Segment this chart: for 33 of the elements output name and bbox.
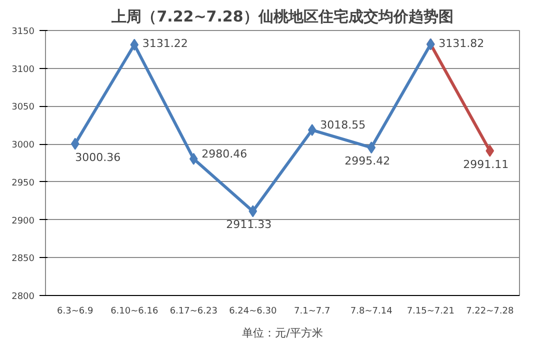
x-tick-label: 6.17~6.23 (170, 306, 218, 316)
y-tick-label: 3150 (12, 27, 35, 37)
x-tick-label: 6.3~6.9 (57, 306, 94, 316)
point (248, 205, 258, 218)
x-tick-label: 6.24~6.30 (229, 306, 277, 316)
y-tick-label: 2800 (12, 292, 35, 302)
data-label: 2911.33 (226, 218, 272, 232)
x-tick-label: 7.15~7.21 (406, 306, 454, 316)
data-label: 2995.42 (344, 154, 390, 168)
point (308, 124, 316, 136)
x-tick-label: 7.22~7.28 (466, 306, 514, 316)
data-label: 2991.11 (463, 158, 509, 171)
y-tick-label: 2850 (12, 254, 35, 264)
data-label: 3018.55 (320, 118, 366, 132)
point (130, 38, 139, 51)
point (367, 142, 376, 154)
point (70, 138, 80, 150)
point (486, 144, 494, 157)
y-tick-label: 2950 (12, 178, 35, 188)
data-label: 3131.22 (142, 37, 188, 50)
chart-title: 上周（7.22~7.28）仙桃地区住宅成交均价趋势图 (110, 8, 454, 26)
data-label: 3131.82 (438, 36, 484, 50)
y-tick-label: 3000 (12, 140, 35, 151)
data-label: 2980.46 (202, 147, 248, 160)
y-tick-label: 2900 (12, 216, 35, 226)
y-tick-label: 3050 (12, 102, 35, 113)
x-tick-label: 7.8~7.14 (350, 306, 393, 316)
x-tick-label: 7.1~7.7 (294, 306, 330, 316)
point (189, 152, 198, 165)
text: 单位：元/平方米 (242, 326, 323, 340)
y-tick-label: 3100 (12, 64, 35, 75)
x-tick-label: 6.10~6.16 (110, 306, 158, 316)
data-label: 3000.36 (75, 150, 121, 164)
